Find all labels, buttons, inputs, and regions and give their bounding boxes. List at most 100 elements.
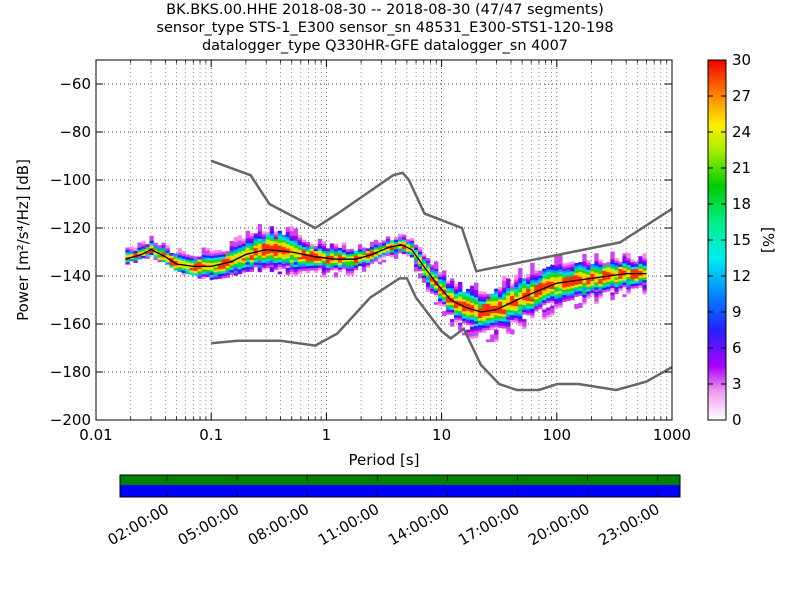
psd-cell	[554, 277, 559, 280]
psd-cell	[281, 249, 287, 252]
psd-cell	[542, 285, 547, 289]
psd-cell	[381, 240, 387, 244]
psd-cell	[373, 244, 379, 248]
psd-cell	[161, 249, 166, 253]
psd-cell	[442, 299, 447, 302]
psd-cell	[153, 257, 158, 260]
psd-cell	[325, 253, 331, 256]
psd-cell	[273, 238, 279, 242]
psd-cell	[153, 245, 158, 248]
psd-cell	[245, 247, 250, 251]
psd-cell	[265, 265, 270, 269]
psd-cell	[221, 263, 226, 267]
psd-cell	[570, 261, 575, 265]
psd-cell	[305, 246, 311, 250]
y-tick-label: −80	[59, 123, 91, 141]
psd-cell	[161, 245, 166, 248]
psd-cell	[534, 279, 539, 283]
psd-cell	[321, 269, 327, 273]
psd-cell	[542, 280, 547, 284]
psd-cell	[301, 261, 307, 264]
psd-cell	[329, 260, 335, 264]
y-tick-label: −100	[50, 171, 91, 189]
psd-cell	[586, 272, 591, 275]
psd-cell	[229, 272, 234, 275]
psd-cell	[578, 276, 583, 280]
psd-cell	[245, 230, 250, 234]
psd-cell	[594, 272, 599, 276]
psd-cell	[498, 291, 503, 295]
psd-cell	[369, 241, 375, 245]
psd-cell	[602, 265, 607, 269]
psd-cell	[361, 247, 367, 251]
psd-cell	[430, 267, 435, 270]
psd-cell	[470, 290, 475, 294]
psd-cell	[401, 241, 407, 245]
psd-cell	[217, 252, 222, 255]
psd-cell	[578, 262, 583, 265]
psd-cell	[554, 260, 559, 264]
psd-cell	[129, 253, 134, 257]
psd-cell	[393, 237, 399, 240]
psd-cell	[566, 274, 571, 278]
psd-cell	[205, 255, 210, 258]
psd-cell	[518, 282, 523, 286]
psd-cell	[389, 247, 395, 251]
timeline-tick-label: 05:00:00	[175, 500, 242, 549]
psd-cell	[317, 250, 323, 254]
psd-cell	[329, 245, 335, 249]
psd-cell	[610, 285, 615, 288]
psd-cell	[474, 282, 479, 286]
psd-cell	[490, 300, 495, 304]
psd-cell	[165, 254, 170, 258]
psd-cell	[534, 277, 539, 281]
psd-cell	[458, 315, 463, 319]
psd-cell	[285, 258, 291, 261]
psd-cell	[325, 255, 331, 259]
psd-cell	[578, 281, 583, 284]
psd-cell	[570, 295, 575, 298]
psd-cell	[265, 243, 270, 247]
psd-cell	[381, 259, 387, 263]
psd-cell	[594, 298, 599, 302]
psd-cell	[474, 294, 479, 298]
psd-cell	[293, 230, 299, 234]
psd-cell	[450, 304, 455, 308]
psd-cell	[498, 301, 503, 305]
psd-cell	[245, 264, 250, 268]
psd-cell	[502, 321, 507, 324]
psd-cell	[510, 288, 515, 292]
psd-cell	[241, 241, 246, 244]
psd-cell	[289, 271, 295, 275]
psd-cell	[522, 307, 527, 310]
psd-cell	[534, 306, 539, 309]
psd-cell	[462, 308, 467, 312]
psd-cell	[474, 304, 479, 307]
psd-cell	[478, 293, 483, 297]
psd-cell	[642, 275, 647, 278]
psd-cell	[409, 237, 415, 241]
psd-cell	[466, 288, 471, 292]
psd-cell	[185, 259, 190, 263]
psd-cell	[642, 263, 647, 266]
psd-cell	[337, 247, 343, 251]
psd-cell	[474, 335, 479, 339]
psd-cell	[261, 252, 266, 256]
psd-cell	[626, 274, 631, 278]
psd-cell	[470, 292, 475, 296]
psd-cell	[261, 250, 266, 254]
psd-cell	[369, 258, 375, 262]
psd-cell	[630, 278, 635, 282]
psd-cell	[522, 278, 527, 282]
y-tick-label: −200	[50, 411, 91, 429]
psd-cell	[642, 265, 647, 269]
psd-cell	[578, 269, 583, 272]
psd-cell	[233, 239, 238, 243]
psd-cell	[213, 252, 218, 256]
psd-cell	[329, 267, 335, 271]
psd-cell	[462, 313, 467, 317]
psd-cell	[578, 293, 583, 296]
psd-cell	[361, 257, 367, 260]
psd-cell	[518, 301, 523, 305]
psd-cell	[221, 254, 226, 257]
